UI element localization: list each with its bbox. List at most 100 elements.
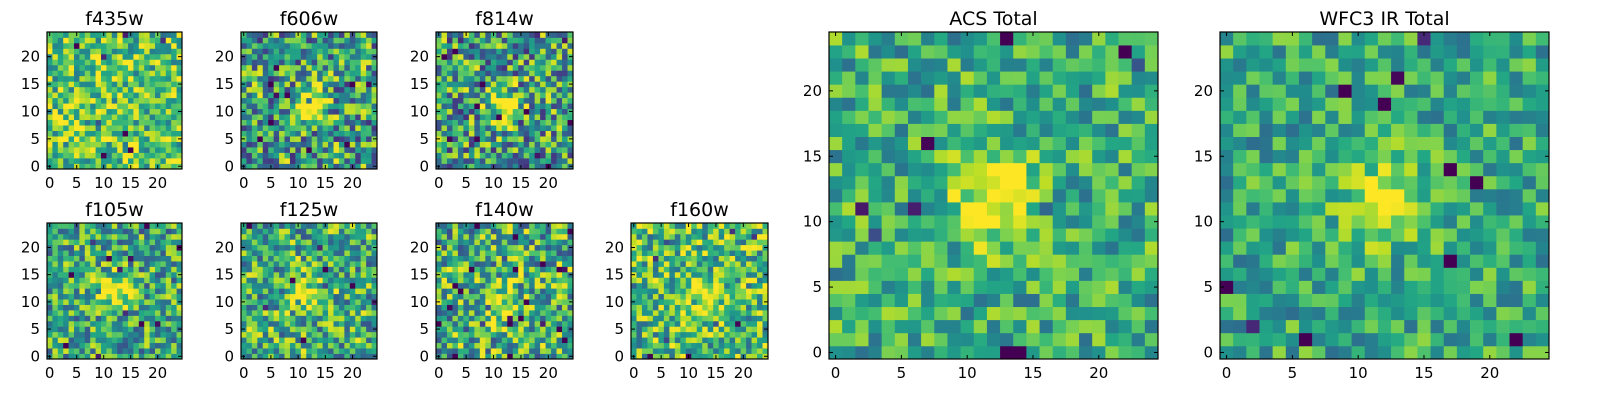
heatmap-cell <box>674 326 681 333</box>
heatmap-cell <box>562 277 568 284</box>
heatmap-cell <box>485 239 492 246</box>
heatmap-cell <box>960 332 975 347</box>
heatmap-cell <box>523 42 530 49</box>
heatmap-cell <box>117 32 123 38</box>
heatmap-cell <box>446 266 453 273</box>
heatmap-cell <box>360 228 367 235</box>
heatmap-cell <box>128 147 134 153</box>
heatmap-cell <box>529 158 535 164</box>
heatmap-cell <box>436 320 442 327</box>
heatmap-cell <box>674 353 681 360</box>
heatmap-cell <box>311 70 318 77</box>
heatmap-cell <box>306 348 313 354</box>
heatmap-cell <box>149 70 156 77</box>
heatmap-cell <box>322 331 329 338</box>
heatmap-cell <box>740 310 747 316</box>
heatmap-cell <box>289 64 296 71</box>
heatmap-cell <box>751 266 758 273</box>
heatmap-cell <box>567 228 574 235</box>
heatmap-cell <box>512 130 519 137</box>
heatmap-cell <box>133 239 140 246</box>
heatmap-cell <box>894 293 909 308</box>
heatmap-cell <box>496 53 503 60</box>
heatmap-cell <box>84 163 91 170</box>
heatmap-cell <box>101 244 107 251</box>
heatmap-cell <box>84 158 91 164</box>
heatmap-cell <box>90 331 96 338</box>
heatmap-cell <box>534 37 541 44</box>
heatmap-cell <box>512 337 519 344</box>
heatmap-cell <box>311 244 318 251</box>
heatmap-cell <box>328 223 334 229</box>
heatmap-cell <box>101 130 107 137</box>
heatmap-cell <box>702 255 709 262</box>
heatmap-cell <box>707 233 714 240</box>
heatmap-cell <box>735 342 741 349</box>
heatmap-cell <box>68 75 75 82</box>
heatmap-cell <box>479 326 486 333</box>
heatmap-cell <box>371 119 378 126</box>
heatmap-cell <box>545 42 552 49</box>
heatmap-cell <box>273 130 280 137</box>
heatmap-cell <box>986 332 1001 347</box>
heatmap-cell <box>507 125 514 131</box>
heatmap-cell <box>57 266 64 273</box>
heatmap-cell <box>279 315 285 322</box>
heatmap-cell <box>551 92 557 99</box>
x-tick-label: 0 <box>45 364 55 382</box>
heatmap-cell <box>165 288 172 295</box>
heatmap-cell <box>474 130 481 137</box>
heatmap-cell <box>457 239 464 246</box>
heatmap-cell <box>463 293 470 300</box>
heatmap-cell <box>306 337 313 344</box>
heatmap-cell <box>349 108 356 115</box>
heatmap-cell <box>735 348 741 354</box>
heatmap-cell <box>155 152 161 159</box>
heatmap-cell <box>934 293 948 308</box>
heatmap-cell <box>295 64 302 71</box>
heatmap-cell <box>47 97 53 104</box>
heatmap-cell <box>371 141 378 148</box>
heatmap-cell <box>241 331 247 338</box>
heatmap-cell <box>545 315 552 322</box>
heatmap-cell <box>934 188 948 203</box>
heatmap-cell <box>279 282 285 289</box>
heatmap-cell <box>474 37 481 44</box>
heatmap-cell <box>63 152 69 159</box>
heatmap-cell <box>268 244 274 251</box>
heatmap-cell <box>762 348 769 354</box>
heatmap-cell <box>106 48 113 55</box>
heatmap-cell <box>171 348 177 354</box>
heatmap-cell <box>306 158 313 164</box>
heatmap-cell <box>176 70 183 77</box>
heatmap-cell <box>74 320 80 327</box>
heatmap-cell <box>273 163 280 170</box>
heatmap-cell <box>176 315 183 322</box>
heatmap-cell <box>868 332 882 347</box>
heatmap-cell <box>1131 306 1146 321</box>
heatmap-cell <box>279 255 285 262</box>
heatmap-cell <box>149 119 156 126</box>
heatmap-cell <box>1039 280 1054 294</box>
heatmap-cell <box>268 337 274 344</box>
heatmap-cell <box>171 130 177 137</box>
heatmap-cell <box>295 228 302 235</box>
heatmap-cell <box>446 147 453 153</box>
heatmap-cell <box>149 64 156 71</box>
heatmap-cell <box>663 239 670 246</box>
heatmap-cell <box>545 342 552 349</box>
heatmap-cell <box>457 282 464 289</box>
heatmap-cell <box>74 37 80 44</box>
heatmap-cell <box>74 326 80 333</box>
heatmap-cell <box>512 53 519 60</box>
heatmap-cell <box>333 304 340 311</box>
heatmap-cell <box>523 70 530 77</box>
heatmap-cell <box>757 282 763 289</box>
heatmap-cell <box>284 348 291 354</box>
heatmap-cell <box>366 108 372 115</box>
heatmap-cell <box>133 342 140 349</box>
heatmap-cell <box>295 310 302 316</box>
heatmap-cell <box>468 42 475 49</box>
heatmap-cell <box>300 136 307 142</box>
